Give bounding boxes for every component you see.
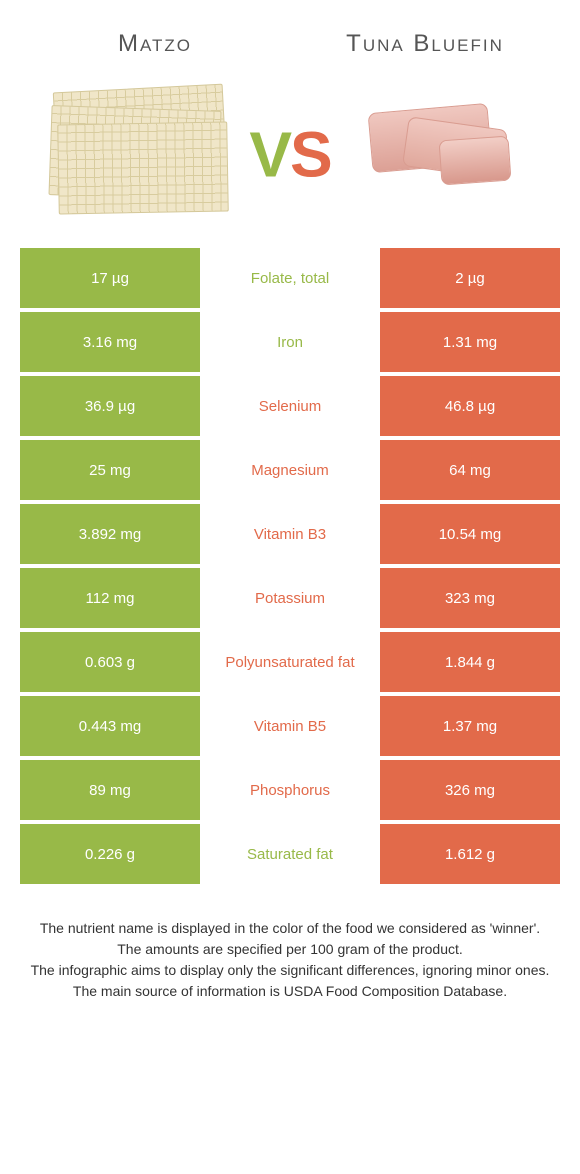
nutrient-label: Potassium (200, 568, 380, 628)
nutrient-label: Iron (200, 312, 380, 372)
titles-row: Matzo Tuna Bluefin (0, 0, 580, 68)
right-value: 46.8 µg (380, 376, 560, 436)
right-value: 10.54 mg (380, 504, 560, 564)
left-value: 112 mg (20, 568, 200, 628)
nutrient-row: 3.892 mgVitamin B310.54 mg (20, 504, 560, 564)
nutrient-label: Saturated fat (200, 824, 380, 884)
comparison-infographic: Matzo Tuna Bluefin VS 17 µgFolate, total… (0, 0, 580, 1002)
tuna-illustration (340, 78, 540, 218)
footnote-line: The nutrient name is displayed in the co… (30, 918, 550, 939)
footnote-line: The amounts are specified per 100 gram o… (30, 939, 550, 960)
right-value: 326 mg (380, 760, 560, 820)
left-value: 36.9 µg (20, 376, 200, 436)
nutrient-row: 112 mgPotassium323 mg (20, 568, 560, 628)
left-value: 3.892 mg (20, 504, 200, 564)
left-value: 89 mg (20, 760, 200, 820)
right-value: 64 mg (380, 440, 560, 500)
nutrient-row: 89 mgPhosphorus326 mg (20, 760, 560, 820)
nutrient-row: 0.443 mgVitamin B51.37 mg (20, 696, 560, 756)
nutrient-label: Phosphorus (200, 760, 380, 820)
right-value: 1.31 mg (380, 312, 560, 372)
nutrient-row: 0.603 gPolyunsaturated fat1.844 g (20, 632, 560, 692)
right-food-image (340, 78, 540, 218)
left-value: 0.226 g (20, 824, 200, 884)
nutrient-row: 36.9 µgSelenium46.8 µg (20, 376, 560, 436)
left-value: 0.443 mg (20, 696, 200, 756)
nutrient-label: Vitamin B3 (200, 504, 380, 564)
footnote-line: The main source of information is USDA F… (30, 981, 550, 1002)
left-value: 25 mg (20, 440, 200, 500)
left-value: 0.603 g (20, 632, 200, 692)
left-food-image (40, 78, 240, 218)
vs-label: VS (249, 117, 330, 191)
nutrient-label: Polyunsaturated fat (200, 632, 380, 692)
vs-v: V (249, 118, 290, 190)
nutrient-row: 17 µgFolate, total2 µg (20, 248, 560, 308)
left-food-title: Matzo (20, 30, 290, 58)
footnotes: The nutrient name is displayed in the co… (0, 888, 580, 1002)
images-row: VS (0, 68, 580, 248)
nutrient-table: 17 µgFolate, total2 µg3.16 mgIron1.31 mg… (20, 248, 560, 884)
nutrient-label: Selenium (200, 376, 380, 436)
right-value: 1.37 mg (380, 696, 560, 756)
nutrient-label: Vitamin B5 (200, 696, 380, 756)
footnote-line: The infographic aims to display only the… (30, 960, 550, 981)
nutrient-row: 3.16 mgIron1.31 mg (20, 312, 560, 372)
right-value: 323 mg (380, 568, 560, 628)
nutrient-label: Folate, total (200, 248, 380, 308)
right-food-title: Tuna Bluefin (290, 30, 560, 58)
matzo-illustration (40, 78, 240, 218)
right-value: 1.844 g (380, 632, 560, 692)
left-value: 17 µg (20, 248, 200, 308)
nutrient-label: Magnesium (200, 440, 380, 500)
vs-s: S (290, 118, 331, 190)
nutrient-row: 25 mgMagnesium64 mg (20, 440, 560, 500)
left-value: 3.16 mg (20, 312, 200, 372)
nutrient-row: 0.226 gSaturated fat1.612 g (20, 824, 560, 884)
right-value: 2 µg (380, 248, 560, 308)
right-value: 1.612 g (380, 824, 560, 884)
